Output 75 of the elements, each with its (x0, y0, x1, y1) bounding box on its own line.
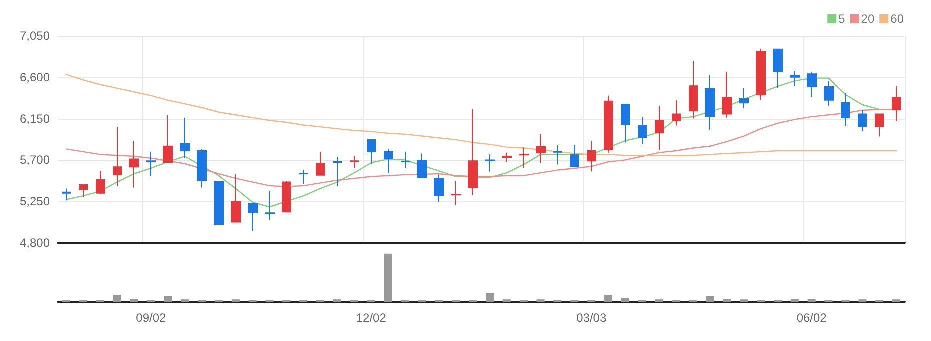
y-tick-label: 7,050 (20, 29, 50, 43)
candlestick (316, 151, 325, 176)
candlestick (401, 151, 410, 169)
candlestick (875, 114, 884, 138)
candlestick (756, 48, 766, 100)
bar (130, 299, 138, 302)
candlestick (570, 144, 579, 168)
y-tick-label: 5,250 (20, 194, 50, 209)
candlestick (621, 104, 630, 144)
candlestick (62, 188, 71, 202)
candlestick (638, 116, 647, 146)
candlestick (553, 144, 562, 166)
candlestick (333, 156, 342, 186)
candlestick (384, 148, 393, 174)
candlestick (841, 92, 850, 127)
candlestick (892, 86, 901, 122)
candlestick (790, 70, 800, 87)
candlestick (604, 95, 613, 154)
y-tick-label: 6,600 (20, 70, 50, 84)
candlestick (722, 71, 732, 118)
candlestick (96, 170, 105, 195)
candlestick (689, 60, 698, 120)
candlestick (536, 133, 546, 164)
candlestick (129, 140, 139, 188)
x-tick-label: 03/03 (576, 311, 607, 325)
candlestick (705, 75, 715, 130)
candlestick (824, 80, 834, 106)
candlestick (434, 174, 444, 204)
bar (113, 295, 122, 302)
line-series (66, 74, 898, 156)
candlestick (858, 110, 867, 132)
candlestick (485, 154, 495, 172)
candlestick (367, 139, 376, 164)
bar (723, 299, 732, 302)
candlestick (163, 114, 173, 163)
bar (706, 296, 714, 302)
y-tick-label: 5,700 (20, 153, 50, 168)
candlestick (146, 151, 156, 177)
y-tick-label: 4,800 (20, 236, 50, 250)
bar (384, 254, 392, 302)
legend-label: 20 (861, 12, 875, 26)
candlestick (265, 190, 275, 220)
legend-label: 60 (890, 12, 904, 26)
candlestick (350, 156, 359, 169)
candlestick (519, 147, 529, 169)
candlestick (502, 152, 512, 163)
candlestick (807, 71, 817, 98)
candlestick (451, 180, 461, 206)
candlestick (655, 105, 664, 152)
bar (790, 299, 799, 302)
bar (621, 298, 630, 302)
candlestick (417, 153, 427, 178)
candlestick (197, 148, 207, 188)
candlestick (587, 140, 596, 172)
x-tick-label: 12/02 (356, 311, 387, 325)
bar (808, 299, 816, 302)
candlestick (468, 109, 478, 196)
candlestick (79, 184, 88, 198)
legend-label: 5 (838, 12, 846, 26)
candlestick (214, 181, 224, 226)
candlestick (113, 126, 122, 186)
candlestick (672, 100, 681, 126)
candlestick (231, 174, 241, 223)
bar (164, 296, 172, 302)
candlestick (299, 169, 308, 185)
candlestick (248, 203, 258, 232)
candlestick (282, 180, 291, 213)
candlestick (180, 117, 190, 159)
bar (604, 295, 613, 302)
y-tick-label: 6,150 (20, 112, 50, 126)
candlestick (773, 48, 783, 88)
x-tick-label: 06/02 (796, 311, 828, 325)
x-tick-label: 09/02 (136, 311, 167, 325)
bar (486, 293, 494, 302)
candlestick (739, 87, 749, 110)
